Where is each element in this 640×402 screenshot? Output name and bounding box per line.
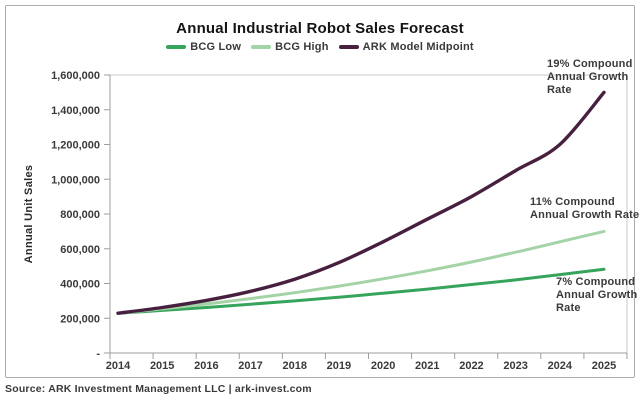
legend-label-bcg-high: BCG High [275, 41, 329, 53]
y-tick-label: 400,000 [60, 279, 100, 291]
annotation-line: Annual Growth [556, 289, 638, 301]
annotation-19pct-cagr: 19% Compound Annual Growth Rate [547, 58, 633, 97]
legend-swatch-ark-midpoint [338, 45, 359, 49]
legend-label-ark-midpoint: ARK Model Midpoint [362, 41, 474, 53]
x-tick-label: 2016 [194, 360, 218, 372]
x-tick-label: 2022 [459, 360, 483, 372]
annotation-line: Annual Growth [547, 71, 629, 83]
x-tick-label: 2018 [282, 360, 306, 372]
legend-item-ark-midpoint: ARK Model Midpoint [338, 41, 474, 53]
legend-item-bcg-low: BCG Low [166, 41, 241, 53]
y-tick-label: 1,400,000 [51, 105, 100, 117]
chart-legend: BCG Low BCG High ARK Model Midpoint [5, 41, 635, 53]
series-line-bcg-low [116, 267, 606, 315]
annotation-11pct-cagr: 11% Compound Annual Growth Rate [530, 196, 639, 222]
chart-title: Annual Industrial Robot Sales Forecast [176, 20, 464, 37]
y-tick-label: 1,600,000 [51, 70, 100, 82]
annotation-line: 7% Compound [556, 276, 636, 288]
x-tick-label: 2014 [106, 360, 131, 372]
series-line-ark-model-midpoint [116, 90, 606, 315]
x-tick-label: 2020 [371, 360, 395, 372]
y-tick-label: 800,000 [60, 209, 100, 221]
y-tick-label: 600,000 [60, 244, 100, 256]
source-attribution: Source: ARK Investment Management LLC | … [5, 383, 312, 395]
annotation-line: Annual Growth Rate [530, 209, 640, 221]
x-tick-label: 2021 [415, 360, 439, 372]
y-tick-label: 1,000,000 [51, 174, 100, 186]
y-tick-label: - [96, 348, 100, 360]
annotation-line: Rate [547, 84, 572, 96]
y-tick-label: 200,000 [60, 313, 100, 325]
legend-swatch-bcg-low [166, 45, 187, 49]
legend-swatch-bcg-high [251, 45, 272, 49]
x-tick-label: 2025 [592, 360, 616, 372]
legend-label-bcg-low: BCG Low [190, 41, 242, 53]
annotation-line: Rate [556, 302, 581, 314]
x-tick-label: 2024 [548, 360, 573, 372]
legend-item-bcg-high: BCG High [251, 41, 329, 53]
x-tick-label: 2017 [238, 360, 262, 372]
annotation-line: 19% Compound [547, 58, 633, 70]
annotation-line: 11% Compound [530, 196, 615, 208]
x-tick-label: 2023 [503, 360, 527, 372]
y-tick-label: 1,200,000 [51, 140, 100, 152]
x-tick-label: 2019 [327, 360, 351, 372]
x-tick-label: 2015 [150, 360, 174, 372]
series-line-bcg-high [116, 229, 606, 315]
annotation-7pct-cagr: 7% Compound Annual Growth Rate [556, 276, 637, 315]
